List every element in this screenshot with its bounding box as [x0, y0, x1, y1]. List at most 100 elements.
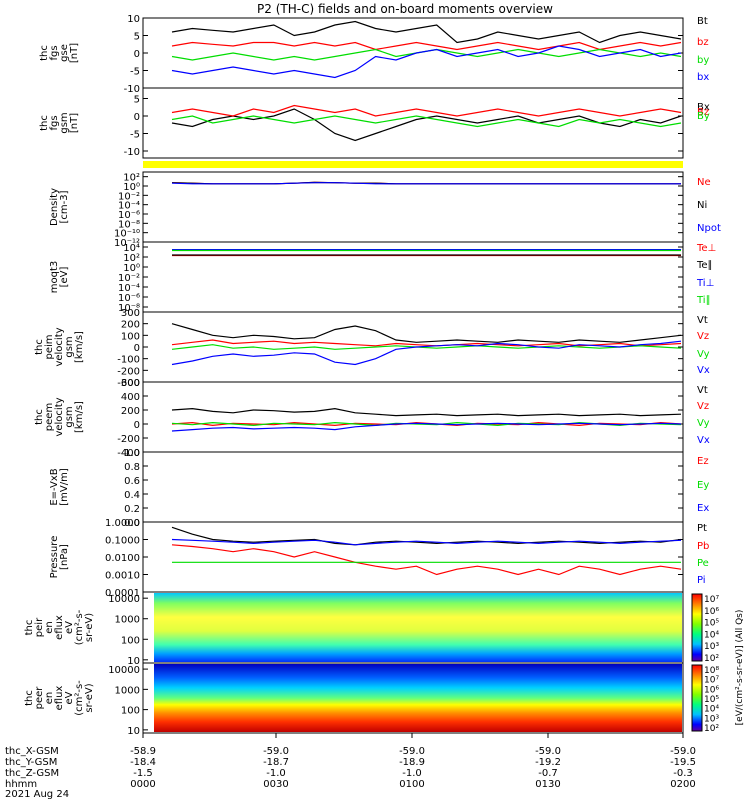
- legend-Pi: Pi: [697, 575, 706, 586]
- y-axis-label: eV: [64, 691, 75, 704]
- legend-Vt: Vt: [697, 315, 708, 326]
- y-axis-label: E=-VxB: [49, 468, 60, 505]
- colorbar-tick: 10²: [704, 654, 719, 664]
- y-tick-label: 10⁻⁸: [118, 219, 140, 230]
- y-tick-label: 0.0: [124, 518, 140, 529]
- x-tick-label: -19.5: [670, 757, 696, 768]
- legend-Ey: Ey: [697, 480, 709, 491]
- y-tick-label: 400: [121, 392, 140, 403]
- y-axis-label: gsm: [59, 112, 70, 133]
- y-tick-label: -300: [117, 378, 140, 389]
- y-tick-label: 600: [121, 378, 140, 389]
- y-axis-label: Pressure: [49, 536, 60, 579]
- y-axis-label: gsm: [64, 406, 75, 427]
- y-axis-label: velocity: [54, 397, 65, 436]
- y-tick-label: 100: [121, 331, 140, 342]
- x-tick-label: -1.0: [402, 768, 422, 779]
- y-axis-label: peir: [34, 617, 45, 637]
- y-axis-label: [nPa]: [59, 544, 70, 570]
- series-line-Bz: [171, 104, 682, 117]
- y-tick-label: 0.0001: [105, 588, 140, 599]
- x-tick-label: 0130: [535, 779, 560, 790]
- x-tick-label: -1.5: [133, 768, 153, 779]
- y-tick-label: 0.6: [124, 476, 140, 487]
- legend-Pt: Pt: [697, 523, 707, 534]
- y-tick-label: 10000: [108, 594, 140, 605]
- x-tick-label: 0200: [670, 779, 695, 790]
- y-axis-label: [eV]: [59, 267, 70, 288]
- y-tick-label: 5: [134, 32, 140, 43]
- legend-Npot: Npot: [697, 223, 721, 234]
- y-tick-label: 1000: [115, 615, 140, 626]
- x-row-label: hhmm: [5, 779, 37, 790]
- y-axis-label: eV: [64, 621, 75, 634]
- colorbar-tick: 10³: [704, 642, 719, 652]
- y-axis-label: [mV/m]: [59, 468, 70, 506]
- legend-Ne: Ne: [697, 177, 711, 188]
- colorbar: [691, 664, 703, 732]
- legend-Pe: Pe: [697, 558, 709, 569]
- panel-8: 1.0000 0.1000 0.0100 0.0010 0.0001 Pt Pb Pe Pi Pr…: [49, 518, 709, 599]
- legend-Vz: Vz: [697, 401, 709, 412]
- colorbar-tick: 10⁸: [704, 666, 719, 676]
- legend-bx: bx: [697, 72, 709, 83]
- y-tick-label: -200: [117, 434, 140, 445]
- colorbar-tick: 10⁷: [704, 676, 719, 686]
- y-axis-label: eflux: [54, 686, 65, 711]
- series-line-Vy: [171, 344, 682, 350]
- y-axis-label: [km/s]: [74, 331, 85, 363]
- y-tick-label: -10: [124, 147, 140, 158]
- y-tick-label: 0.2: [124, 504, 140, 515]
- x-tick-label: -59.0: [399, 746, 425, 757]
- series-line-Bt: [171, 20, 682, 44]
- legend-Ez: Ez: [697, 456, 709, 467]
- legend-Ni: Ni: [697, 200, 707, 211]
- series-line-Pb: [171, 544, 682, 576]
- x-tick-label: -19.2: [535, 757, 561, 768]
- panel-6: 600 400 200 0 -200 -400 Vt Vz Vy Vx thc peem velocit…: [34, 378, 710, 459]
- y-tick-label: 10: [127, 656, 140, 667]
- y-tick-label: 10²: [123, 173, 140, 184]
- y-tick-label: -200: [117, 366, 140, 377]
- y-axis-label: thc: [39, 115, 50, 131]
- colorbar-tick: 10⁶: [704, 685, 719, 695]
- y-tick-label: 10⁰: [123, 263, 140, 274]
- y-axis-label: [nT]: [69, 113, 80, 133]
- colorbar: [691, 593, 703, 662]
- y-axis-label: [nT]: [69, 43, 80, 63]
- y-axis-label: gse: [59, 44, 70, 62]
- y-tick-label: 0: [134, 49, 140, 60]
- x-row-label: thc_Z-GSM: [5, 768, 59, 779]
- y-axis-label: thc: [34, 339, 45, 355]
- y-axis-label: [cm-3]: [59, 190, 70, 223]
- y-axis-label: Density: [49, 188, 60, 226]
- y-axis-label: thc: [24, 690, 35, 706]
- y-tick-label: 100: [121, 635, 140, 646]
- y-axis-label: eflux: [54, 615, 65, 640]
- legend-Vz: Vz: [697, 331, 709, 342]
- series-line-Pi: [171, 538, 682, 546]
- x-tick-label: -58.9: [130, 746, 156, 757]
- legend-Vy: Vy: [697, 349, 710, 360]
- legend-Ti∥: Ti∥: [696, 295, 711, 306]
- legend-Vx: Vx: [697, 365, 710, 376]
- y-tick-label: -400: [117, 448, 140, 459]
- y-tick-label: 10⁻⁶: [118, 210, 140, 221]
- x-tick-label: -59.0: [535, 746, 561, 757]
- y-tick-label: 0.0010: [105, 571, 140, 582]
- y-tick-label: 1.0000: [105, 518, 140, 529]
- panel-1: 10 5 0 -5 -10 Bt bz by bx thc fgs gse [nT]: [39, 14, 709, 95]
- y-axis-label: (cm²-s-: [74, 680, 85, 716]
- panel-frame: [142, 451, 684, 523]
- panel-frame: [142, 241, 684, 313]
- y-tick-label: 1000: [115, 685, 140, 696]
- legend-Te∥: Te∥: [696, 260, 713, 271]
- legend-Ti⊥: Ti⊥: [696, 278, 714, 289]
- y-axis-label: moqt3: [49, 261, 60, 294]
- y-tick-label: 10: [127, 726, 140, 737]
- x-tick-label: 0030: [263, 779, 288, 790]
- panel-frame: [142, 521, 684, 593]
